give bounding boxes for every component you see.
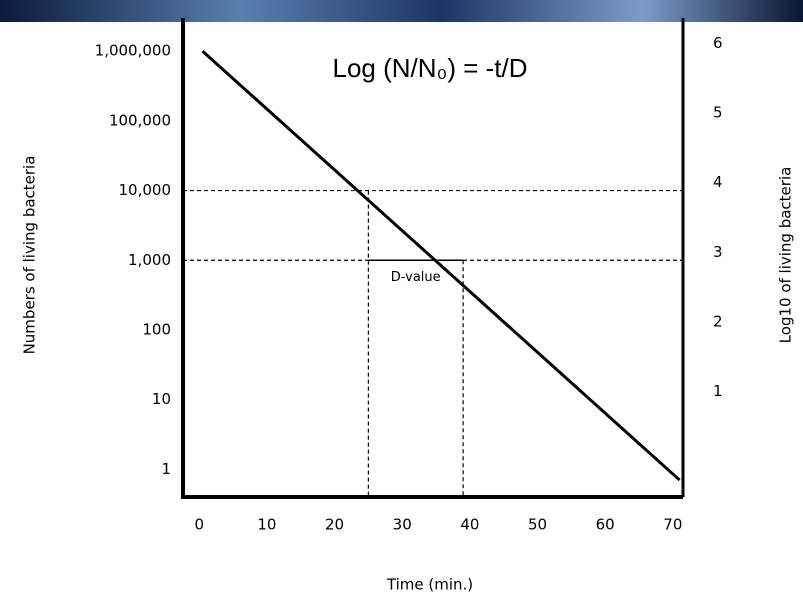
y2-tick-label: 5 <box>713 104 723 122</box>
x-tick-label: 50 <box>528 516 547 534</box>
y-tick-label: 10,000 <box>119 181 172 199</box>
x-tick-label: 0 <box>194 516 204 534</box>
annotation: D-value <box>391 270 441 285</box>
y2-tick-label: 1 <box>713 382 723 400</box>
x-tick-label: 60 <box>596 516 615 534</box>
x-tick-label: 70 <box>663 516 682 534</box>
y-tick-label: 10 <box>152 390 171 408</box>
x-axis-title: Time (min.) <box>386 576 473 594</box>
y-tick-label: 100,000 <box>109 111 171 129</box>
y2-axis-title: Log10 of living bacteria <box>777 167 795 344</box>
y-tick-label: 1 <box>161 460 171 478</box>
x-tick-label: 40 <box>460 516 479 534</box>
x-tick-label: 20 <box>325 516 344 534</box>
x-tick-label: 10 <box>257 516 276 534</box>
x-tick-label: 30 <box>393 516 412 534</box>
data-line <box>201 50 681 482</box>
y2-tick-label: 4 <box>713 173 723 191</box>
y-tick-label: 1,000 <box>128 251 171 269</box>
y-axis-title: Numbers of living bacteria <box>21 156 39 355</box>
chart-title: Log (N/N₀) = -t/D <box>333 53 528 83</box>
y2-tick-label: 6 <box>713 34 723 52</box>
y-tick-label: 100 <box>142 320 171 338</box>
y2-tick-label: 3 <box>713 243 723 261</box>
header-photo <box>0 0 803 22</box>
y2-tick-label: 2 <box>713 312 723 330</box>
y-tick-label: 1,000,000 <box>95 42 171 60</box>
